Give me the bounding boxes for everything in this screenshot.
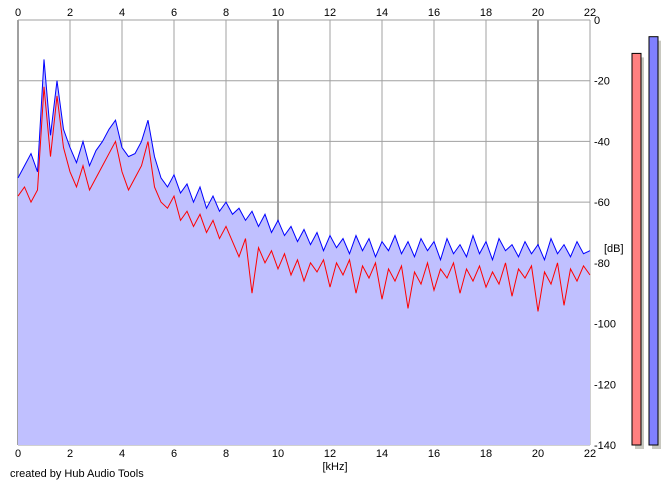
x-tick-label-top: 12 xyxy=(324,7,336,19)
x-tick-label-top: 10 xyxy=(272,7,284,19)
x-tick-label-bottom: 2 xyxy=(67,448,73,460)
x-tick-label-bottom: 0 xyxy=(15,448,21,460)
y-axis-label: [dB] xyxy=(604,243,624,255)
x-tick-label-bottom: 22 xyxy=(584,448,596,460)
x-tick-label-top: 4 xyxy=(119,7,125,19)
x-tick-label-bottom: 14 xyxy=(376,448,388,460)
series-line-blue xyxy=(17,59,591,262)
x-tick-label-top: 8 xyxy=(223,7,229,19)
series-line-red xyxy=(17,86,591,312)
x-tick-label-bottom: 8 xyxy=(223,448,229,460)
x-tick-label-top: 14 xyxy=(376,7,388,19)
x-tick-label-bottom: 4 xyxy=(119,448,125,460)
level-meter-red xyxy=(631,52,642,446)
x-axis-label: [kHz] xyxy=(322,461,347,473)
x-tick-label-bottom: 6 xyxy=(171,448,177,460)
credit-text: created by Hub Audio Tools xyxy=(10,468,144,480)
x-tick-label-top: 0 xyxy=(15,7,21,19)
y-tick-label: -80 xyxy=(594,258,610,270)
y-tick-label: -120 xyxy=(594,379,616,391)
x-tick-label-bottom: 10 xyxy=(272,448,284,460)
y-tick-label: -140 xyxy=(594,440,616,452)
x-tick-label-bottom: 16 xyxy=(428,448,440,460)
y-tick-label: 0 xyxy=(594,15,600,27)
x-tick-label-top: 20 xyxy=(532,7,544,19)
level-meter-blue xyxy=(648,36,659,446)
x-tick-label-bottom: 20 xyxy=(532,448,544,460)
x-tick-label-bottom: 18 xyxy=(480,448,492,460)
x-tick-label-top: 16 xyxy=(428,7,440,19)
spectrum-fill xyxy=(18,59,590,445)
y-tick-label: -40 xyxy=(594,136,610,148)
x-tick-label-top: 22 xyxy=(584,7,596,19)
y-tick-label: -100 xyxy=(594,319,616,331)
x-tick-label-top: 2 xyxy=(67,7,73,19)
x-tick-label-top: 6 xyxy=(171,7,177,19)
x-tick-label-top: 18 xyxy=(480,7,492,19)
x-tick-label-bottom: 12 xyxy=(324,448,336,460)
y-tick-label: -60 xyxy=(594,197,610,209)
y-tick-label: -20 xyxy=(594,76,610,88)
